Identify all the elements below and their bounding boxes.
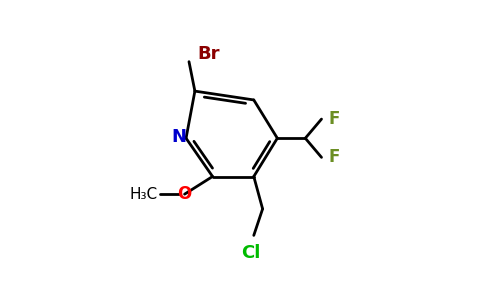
Text: N: N — [171, 128, 186, 146]
Text: H₃C: H₃C — [130, 187, 158, 202]
Text: Cl: Cl — [241, 244, 260, 262]
Text: F: F — [329, 148, 340, 166]
Text: F: F — [329, 110, 340, 128]
Text: O: O — [178, 185, 192, 203]
Text: Br: Br — [198, 45, 220, 63]
